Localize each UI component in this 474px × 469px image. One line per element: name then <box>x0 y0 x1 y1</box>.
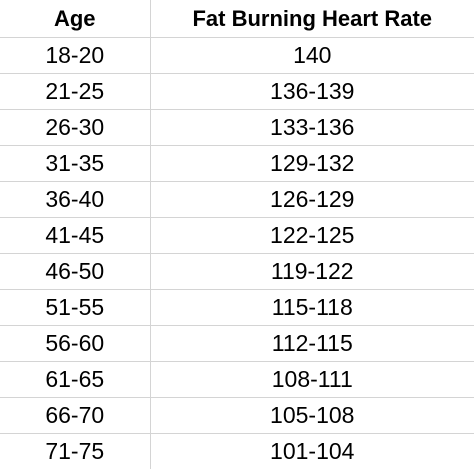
table-row: 18-20 140 <box>0 38 474 74</box>
age-cell: 46-50 <box>0 254 150 290</box>
age-cell: 31-35 <box>0 146 150 182</box>
table-row: 21-25 136-139 <box>0 74 474 110</box>
age-cell: 66-70 <box>0 398 150 434</box>
rate-cell: 108-111 <box>150 362 474 398</box>
age-cell: 56-60 <box>0 326 150 362</box>
rate-cell: 101-104 <box>150 434 474 469</box>
rate-cell: 119-122 <box>150 254 474 290</box>
table-row: 36-40 126-129 <box>0 182 474 218</box>
age-cell: 26-30 <box>0 110 150 146</box>
rate-cell: 112-115 <box>150 326 474 362</box>
age-cell: 71-75 <box>0 434 150 469</box>
rate-cell: 140 <box>150 38 474 74</box>
table-row: 41-45 122-125 <box>0 218 474 254</box>
table-row: 71-75 101-104 <box>0 434 474 469</box>
header-fat-burning-heart-rate: Fat Burning Heart Rate <box>150 0 474 38</box>
table-row: 46-50 119-122 <box>0 254 474 290</box>
rate-cell: 122-125 <box>150 218 474 254</box>
age-cell: 41-45 <box>0 218 150 254</box>
table-header: Age Fat Burning Heart Rate <box>0 0 474 38</box>
table-row: 56-60 112-115 <box>0 326 474 362</box>
age-cell: 61-65 <box>0 362 150 398</box>
rate-cell: 129-132 <box>150 146 474 182</box>
age-cell: 18-20 <box>0 38 150 74</box>
rate-cell: 133-136 <box>150 110 474 146</box>
rate-cell: 136-139 <box>150 74 474 110</box>
table-row: 31-35 129-132 <box>0 146 474 182</box>
table-row: 26-30 133-136 <box>0 110 474 146</box>
rate-cell: 126-129 <box>150 182 474 218</box>
table-row: 66-70 105-108 <box>0 398 474 434</box>
header-age: Age <box>0 0 150 38</box>
header-row: Age Fat Burning Heart Rate <box>0 0 474 38</box>
age-cell: 21-25 <box>0 74 150 110</box>
rate-cell: 115-118 <box>150 290 474 326</box>
age-cell: 51-55 <box>0 290 150 326</box>
rate-cell: 105-108 <box>150 398 474 434</box>
age-cell: 36-40 <box>0 182 150 218</box>
table-row: 51-55 115-118 <box>0 290 474 326</box>
table-body: 18-20 140 21-25 136-139 26-30 133-136 31… <box>0 38 474 469</box>
table-row: 61-65 108-111 <box>0 362 474 398</box>
